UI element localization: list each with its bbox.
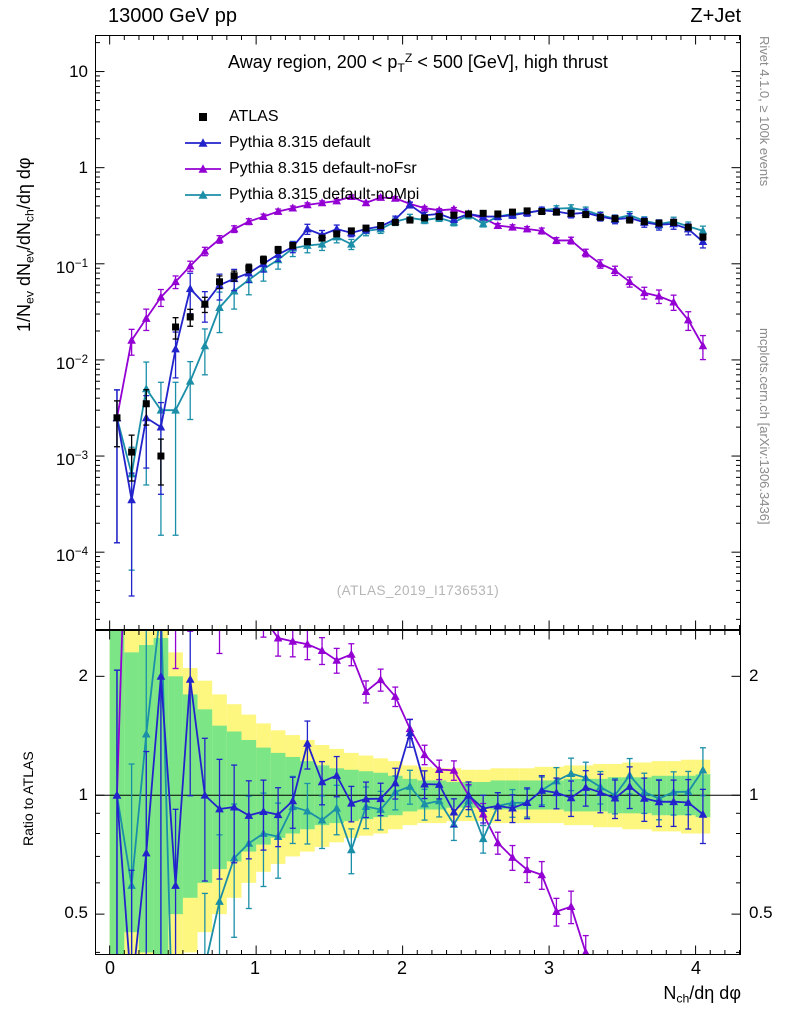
- analysis-watermark: (ATLAS_2019_I1736531): [336, 583, 500, 598]
- main-series-1: [112, 200, 708, 597]
- axes-frame: [95, 35, 741, 630]
- ratio-tick-label-left: 2: [78, 666, 88, 685]
- mcplots-reference-note: mcplots.cern.ch [arXiv:1306.3436]: [757, 328, 772, 525]
- y-tick-label: 10−4: [55, 545, 88, 565]
- ratio-tick-label-left: 0.5: [64, 903, 88, 922]
- beam-energy-label: 13000 GeV pp: [108, 5, 237, 27]
- x-tick-label: 2: [396, 958, 407, 978]
- legend-label: Pythia 8.315 default-noFsr: [229, 160, 417, 177]
- triangle-line-marker-icon: [183, 136, 223, 150]
- legend-item: Pythia 8.315 default-noMpi: [183, 182, 419, 208]
- square-marker-icon: [183, 110, 223, 124]
- triangle-line-marker-icon: [183, 162, 223, 176]
- plot-title: Away region, 200 < pTZ < 500 [GeV], high…: [228, 51, 608, 75]
- y-axis-title: 1/Nev dNev/dNch/dη dφ: [14, 157, 37, 332]
- legend: ATLAS Pythia 8.315 default Pythia 8.315 de…: [183, 104, 419, 208]
- ratio-series-1: [112, 631, 708, 954]
- y-tick-label: 10−3: [55, 449, 88, 469]
- triangle-line-marker-icon: [183, 188, 223, 202]
- x-tick-label: 1: [249, 958, 260, 978]
- x-tick-label: 3: [543, 958, 554, 978]
- x-tick-label: 0: [104, 958, 115, 978]
- main-series-0: [113, 207, 707, 486]
- y-tick-label: 10−1: [55, 257, 88, 277]
- y-tick-label: 10−2: [55, 353, 88, 373]
- ratio-tick-label-left: 1: [78, 785, 88, 804]
- legend-label: Pythia 8.315 default-noMpi: [229, 186, 420, 203]
- axes-frame: [95, 630, 741, 955]
- main-series-3: [112, 203, 708, 571]
- legend-label: Pythia 8.315 default: [229, 134, 371, 151]
- process-label: Z+Jet: [690, 5, 741, 27]
- rivet-version-note: Rivet 4.1.0, ≥ 100k events: [757, 36, 772, 187]
- legend-item: Pythia 8.315 default: [183, 130, 419, 156]
- ratio-tick-label-right: 2: [749, 666, 759, 685]
- x-axis-title: Nch/dη dφ: [663, 983, 741, 1006]
- legend-label: ATLAS: [229, 108, 279, 125]
- y-tick-label: 10: [69, 62, 88, 81]
- ratio-tick-label-right: 0.5: [749, 903, 773, 922]
- legend-item: ATLAS: [183, 104, 419, 130]
- y-tick-label: 1: [78, 158, 88, 177]
- main-plot: [95, 35, 741, 630]
- main-series-2: [112, 192, 708, 544]
- x-tick-label: 4: [690, 958, 701, 978]
- ratio-plot: [95, 630, 741, 955]
- legend-item: Pythia 8.315 default-noFsr: [183, 156, 419, 182]
- ratio-tick-label-right: 1: [749, 785, 759, 804]
